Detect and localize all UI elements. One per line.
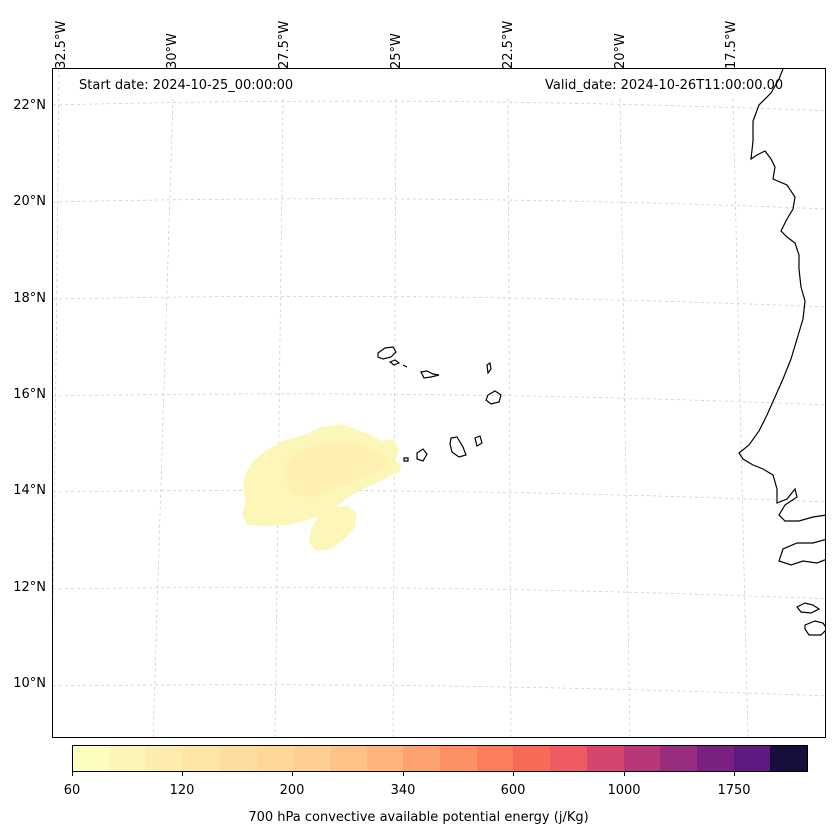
lat-label: 14°N	[13, 483, 46, 498]
cape-field	[242, 424, 401, 551]
lat-label: 22°N	[13, 98, 46, 113]
colorbar-tickmark	[624, 772, 625, 776]
island-boa-vista	[485, 390, 502, 405]
parallel	[53, 684, 825, 697]
lat-label: 16°N	[13, 387, 46, 402]
meridian	[53, 69, 60, 625]
colorbar-segment	[329, 746, 367, 771]
lat-label: 12°N	[13, 580, 46, 595]
map-canvas	[53, 69, 825, 737]
colorbar-segment	[256, 746, 294, 771]
island-santo-antao	[377, 346, 397, 360]
colorbar-segment	[550, 746, 587, 771]
colorbar-segment	[440, 746, 477, 771]
meridian	[507, 98, 512, 737]
bijagos-islands	[796, 602, 825, 636]
colorbar-segment	[513, 746, 551, 771]
colorbar-segment	[696, 746, 734, 771]
colorbar-segment	[586, 746, 624, 771]
colorbar-tickmark	[734, 772, 735, 776]
lat-label: 18°N	[13, 291, 46, 306]
lon-label: 17.5°W	[724, 20, 739, 69]
cape-contour-low	[309, 506, 357, 551]
colorbar-tickmark	[403, 772, 404, 776]
africa-coast	[738, 69, 825, 522]
africa-coast-south	[778, 538, 825, 566]
colorbar-segment	[366, 746, 404, 771]
colorbar-tick-label: 60	[63, 783, 81, 798]
colorbar-segment	[183, 746, 220, 771]
colorbar-segment	[403, 746, 441, 771]
colorbar-segment	[73, 746, 110, 771]
map-panel	[52, 68, 826, 738]
lon-label: 27.5°W	[277, 20, 292, 69]
colorbar-label: 700 hPa convective available potential e…	[248, 810, 589, 825]
valid-date-label: Valid_date: 2024-10-26T11:00:00.00	[545, 78, 784, 93]
cape-contour-mid	[283, 441, 390, 497]
start-date-label: Start date: 2024-10-25_00:00:00	[79, 78, 294, 93]
meridian	[619, 98, 631, 737]
colorbar-tickmark	[72, 772, 73, 776]
colorbar-segment	[476, 746, 514, 771]
colorbar-segment	[219, 746, 257, 771]
island-santiago	[449, 436, 467, 458]
colorbar-segment	[146, 746, 184, 771]
island-brava	[403, 457, 409, 462]
island-sao-vicente	[388, 359, 401, 366]
colorbar	[72, 745, 808, 772]
lat-label: 10°N	[13, 676, 46, 691]
parallel	[53, 100, 825, 112]
colorbar-segment	[660, 746, 697, 771]
colorbar-tick-label: 1000	[607, 783, 641, 798]
parallel	[53, 393, 825, 406]
lat-label: 20°N	[13, 194, 46, 209]
lon-label: 25°W	[389, 33, 404, 69]
meridian	[392, 98, 397, 737]
meridian	[274, 98, 284, 737]
lon-label: 20°W	[613, 33, 628, 69]
lon-label: 22.5°W	[501, 20, 516, 69]
meridian	[732, 98, 749, 737]
meridian	[152, 98, 174, 737]
colorbar-tick-label: 600	[500, 783, 526, 798]
island-maio	[474, 435, 483, 447]
colorbar-tick-label: 200	[279, 783, 305, 798]
colorbar-tickmark	[182, 772, 183, 776]
parallel	[53, 587, 825, 600]
parallel	[53, 490, 825, 503]
colorbar-segment	[109, 746, 147, 771]
parallel	[53, 198, 825, 210]
colorbar-segment	[770, 746, 808, 771]
colorbar-tick-label: 340	[390, 783, 416, 798]
lon-label: 30°W	[165, 33, 180, 69]
colorbar-segment	[293, 746, 330, 771]
colorbar-segment	[733, 746, 771, 771]
island-sao-nicolau	[420, 370, 440, 379]
colorbar-tickmark	[513, 772, 514, 776]
lon-label: 32.5°W	[54, 20, 69, 69]
colorbar-tick-label: 1750	[717, 783, 751, 798]
gridlines	[53, 69, 825, 737]
island-santa-luzia	[402, 364, 408, 368]
colorbar-segment	[623, 746, 661, 771]
parallel	[53, 295, 825, 308]
colorbar-tickmark	[292, 772, 293, 776]
colorbar-tick-label: 120	[169, 783, 195, 798]
coastlines	[377, 69, 825, 636]
island-fogo	[416, 448, 428, 462]
island-sal	[486, 361, 492, 375]
